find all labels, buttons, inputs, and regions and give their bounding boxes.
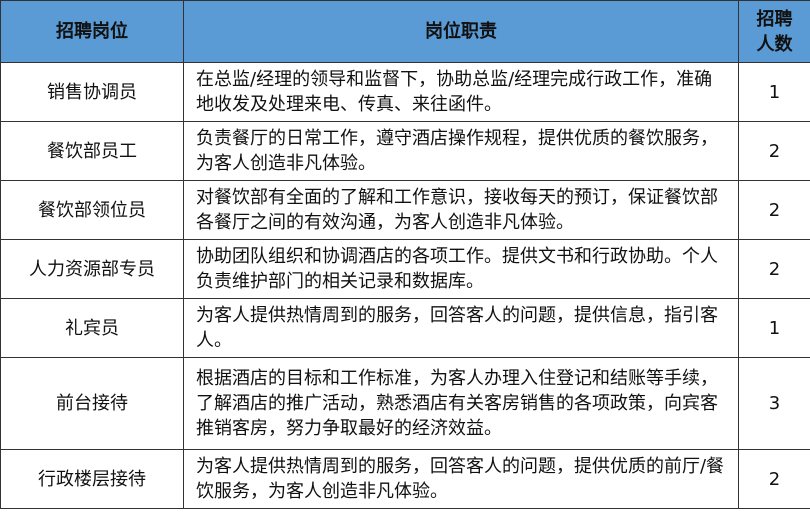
position-cell: 行政楼层接待 [0,449,184,509]
duty-cell: 协助团队组织和协调酒店的各项工作。提供文书和行政协助。个人负责维护部门的相关记录… [183,239,739,299]
position-cell: 人力资源部专员 [0,239,184,299]
header-cell: 岗位职责 [183,0,739,63]
header-row: 招聘岗位 岗位职责 招聘人数 [0,0,810,63]
header-cell: 招聘岗位 [0,0,184,63]
position-cell: 餐饮部领位员 [0,180,184,240]
table-row: 人力资源部专员 协助团队组织和协调酒店的各项工作。提供文书和行政协助。个人负责维护… [0,239,810,299]
header-cell: 招聘人数 [738,0,810,63]
count-cell: 2 [738,121,810,181]
table-row: 销售协调员 在总监/经理的领导和监督下，协助总监/经理完成行政工作，准确地收发及处… [0,62,810,122]
table-row: 礼宾员 为客人提供热情周到的服务，回答客人的问题，提供信息，指引客人。 1 [0,298,810,358]
count-cell: 2 [738,180,810,240]
duty-cell: 为客人提供热情周到的服务，回答客人的问题，提供信息，指引客人。 [183,298,739,358]
table-body: 销售协调员 在总监/经理的领导和监督下，协助总监/经理完成行政工作，准确地收发及处… [0,62,810,509]
recruitment-table: 招聘岗位 岗位职责 招聘人数 销售协调员 在总监/经理的领导和监督下，协助总监/经… [0,0,810,509]
position-cell: 礼宾员 [0,298,184,358]
table-row: 前台接待 根据酒店的目标和工作标准，为客人办理入住登记和结账等手续，了解酒店的推广… [0,357,810,450]
count-cell: 1 [738,62,810,122]
duty-cell: 对餐饮部有全面的了解和工作意识，接收每天的预订，保证餐饮部各餐厅之间的有效沟通，… [183,180,739,240]
position-cell: 前台接待 [0,357,184,450]
table-row: 行政楼层接待 为客人提供热情周到的服务，回答客人的问题，提供优质的前厅/餐饮服务，… [0,449,810,509]
count-cell: 1 [738,298,810,358]
position-cell: 餐饮部员工 [0,121,184,181]
duty-cell: 为客人提供热情周到的服务，回答客人的问题，提供优质的前厅/餐饮服务，为客人创造非… [183,449,739,509]
position-cell: 销售协调员 [0,62,184,122]
count-cell: 2 [738,449,810,509]
duty-cell: 在总监/经理的领导和监督下，协助总监/经理完成行政工作，准确地收发及处理来电、传… [183,62,739,122]
duty-cell: 负责餐厅的日常工作，遵守酒店操作规程，提供优质的餐饮服务，为客人创造非凡体验。 [183,121,739,181]
duty-cell: 根据酒店的目标和工作标准，为客人办理入住登记和结账等手续，了解酒店的推广活动，熟… [183,357,739,450]
count-cell: 3 [738,357,810,450]
table-row: 餐饮部员工 负责餐厅的日常工作，遵守酒店操作规程，提供优质的餐饮服务，为客人创造非… [0,121,810,181]
count-cell: 2 [738,239,810,299]
table-row: 餐饮部领位员 对餐饮部有全面的了解和工作意识，接收每天的预订，保证餐饮部各餐厅之间… [0,180,810,240]
